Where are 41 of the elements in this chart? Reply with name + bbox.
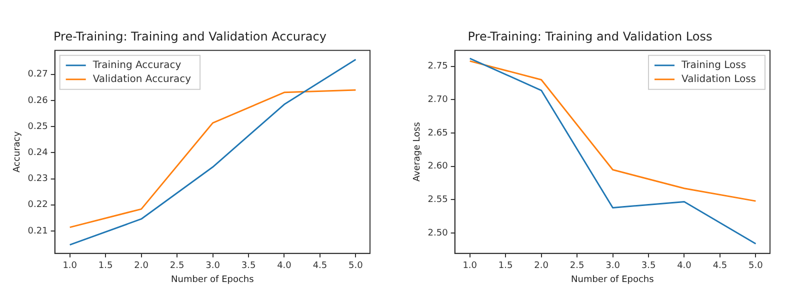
y-tick-label: 0.24 xyxy=(28,148,48,158)
x-tick-label: 3.0 xyxy=(606,261,620,272)
x-tick-label: 4.0 xyxy=(677,261,692,272)
legend-label: Training Accuracy xyxy=(92,60,182,71)
x-tick-label: 5.0 xyxy=(748,261,764,272)
y-tick-label: 2.65 xyxy=(428,128,448,138)
x-tick-label: 5.0 xyxy=(348,261,364,272)
x-tick-label: 1.5 xyxy=(98,261,113,272)
x-axis-title: Number of Epochs xyxy=(171,274,254,285)
y-tick-label: 2.55 xyxy=(428,195,448,206)
y-axis-title: Average Loss xyxy=(412,122,423,182)
x-tick-label: 4.5 xyxy=(712,261,728,272)
x-axis-title: Number of Epochs xyxy=(571,274,654,285)
x-tick-label: 2.5 xyxy=(170,261,184,272)
chart-title: Pre-Training: Training and Validation Accuracy xyxy=(54,29,326,44)
x-tick-label: 4.5 xyxy=(312,261,328,272)
x-tick-label: 1.5 xyxy=(498,261,513,272)
legend-label: Training Loss xyxy=(680,60,746,71)
y-tick-label: 0.21 xyxy=(28,226,48,236)
legend-label: Validation Loss xyxy=(682,74,756,85)
y-tick-label: 2.50 xyxy=(428,228,448,238)
x-tick-label: 3.0 xyxy=(206,261,220,272)
x-tick-label: 2.5 xyxy=(570,261,584,272)
x-tick-label: 3.5 xyxy=(241,261,256,272)
y-tick-label: 2.60 xyxy=(428,162,448,172)
y-tick-label: 2.70 xyxy=(428,95,448,106)
y-tick-label: 0.23 xyxy=(28,174,48,184)
y-axis-title: Accuracy xyxy=(12,130,23,172)
x-tick-label: 2.0 xyxy=(134,261,149,272)
x-tick-label: 1.0 xyxy=(462,261,478,272)
x-tick-label: 1.0 xyxy=(62,261,78,272)
y-tick-label: 0.22 xyxy=(28,200,48,210)
x-tick-label: 4.0 xyxy=(277,261,292,272)
x-tick-label: 3.5 xyxy=(641,261,656,272)
x-tick-label: 2.0 xyxy=(534,261,549,272)
y-tick-label: 2.75 xyxy=(428,62,448,72)
y-tick-label: 0.26 xyxy=(28,96,48,106)
legend-label: Validation Accuracy xyxy=(92,74,192,85)
chart-title: Pre-Training: Training and Validation Loss xyxy=(468,29,712,44)
y-tick-label: 0.25 xyxy=(28,122,48,132)
y-tick-label: 0.27 xyxy=(28,70,48,80)
